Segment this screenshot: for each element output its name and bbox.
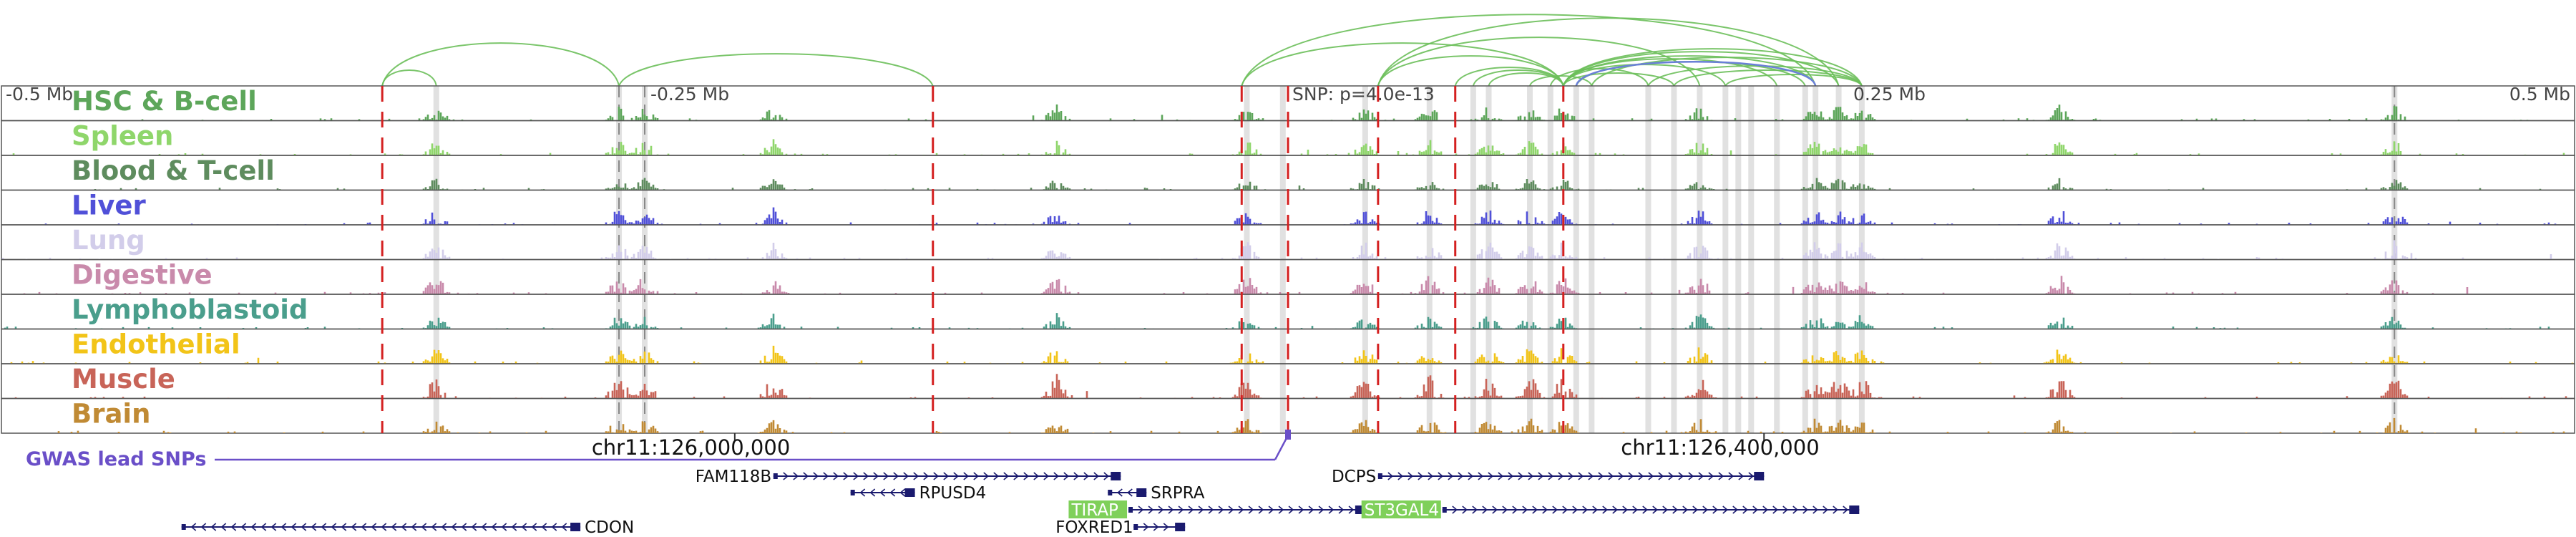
gene-dcps: DCPS: [1332, 468, 1765, 486]
gene-exon: [1108, 490, 1113, 495]
gene-foxred1: FOXRED1: [1055, 518, 1186, 537]
gwas-track: GWAS lead SNPs: [26, 430, 1291, 470]
track-signal: [44, 207, 2557, 225]
gene-label: DCPS: [1332, 468, 1376, 486]
gene-exon: [1133, 524, 1138, 530]
gene-strand-arrows: [783, 472, 1110, 480]
loop-arc: [1241, 42, 1564, 87]
gene-strand-arrows: [859, 488, 906, 497]
track-label: Digestive: [72, 260, 213, 291]
right-coordinate: chr11:126,400,000: [1621, 435, 1819, 460]
axis-labels: SNP: p=4.0e-13 -0.5 Mb -0.25 Mb 0.25 Mb 0.5…: [6, 84, 2570, 105]
loop-arc-highlight: [1575, 61, 1817, 87]
track-label: Muscle: [72, 364, 175, 395]
loop-arc: [381, 42, 620, 87]
gene-exon: [1111, 472, 1121, 480]
gene-label: FOXRED1: [1055, 518, 1133, 537]
track-signal: [79, 104, 2529, 121]
track-signal: [14, 374, 2570, 399]
gene-strand-arrows: [1143, 523, 1169, 531]
chromatin-loop-arcs: [381, 14, 1863, 87]
track-signal: [57, 417, 2565, 433]
gene-cdon: CDON: [181, 518, 634, 537]
loop-arc: [1724, 74, 1863, 87]
genome-coordinates: chr11:126,000,000 chr11:126,400,000: [592, 433, 1820, 460]
axis-tick-label: 0.25 Mb: [1853, 84, 1926, 105]
gwas-snp-marker: [1285, 430, 1291, 440]
gene-strand-arrows: [1387, 472, 1755, 480]
loop-arc: [1647, 65, 1863, 87]
gene-label-box: [1068, 500, 1128, 518]
loop-arc: [1377, 55, 1564, 87]
gene-label: FAM118B: [696, 468, 771, 486]
track-label: Liver: [72, 190, 146, 221]
loop-arc: [1562, 55, 1817, 87]
track-label: Lymphoblastoid: [72, 294, 308, 325]
loop-arc: [1472, 69, 1564, 87]
gene-exon: [1442, 507, 1447, 513]
red-dashed-lines: [381, 86, 1565, 433]
loop-arc: [1673, 69, 1863, 87]
gene-exon: [1128, 507, 1133, 513]
gene-strand-arrows: [1117, 488, 1133, 497]
track-signal: [10, 345, 2574, 364]
track-signal: [94, 178, 2542, 190]
gene-label: TIRAP: [1070, 501, 1118, 520]
gene-exon: [181, 524, 186, 530]
gene-label-box: [1361, 500, 1441, 518]
loop-arc: [1562, 72, 1675, 87]
gene-label: CDON: [585, 518, 634, 537]
gene-exon: [1754, 472, 1765, 480]
loop-arc: [618, 53, 934, 87]
gene-strand-arrows: [190, 523, 567, 531]
gene-annotation-track: FAM118B DCPS RPUSD4 SRPRA TIRAP ST3GAL4 CDON FO…: [181, 468, 1860, 537]
gene-label: SRPRA: [1151, 484, 1204, 503]
axis-tick-label: -0.5 Mb: [6, 84, 73, 105]
gene-exon: [1849, 505, 1860, 514]
loop-arc: [1488, 72, 1564, 87]
track-label: Spleen: [72, 121, 173, 152]
loop-arc: [1377, 17, 1840, 87]
track-signal: [1, 240, 2552, 260]
gene-label: ST3GAL4: [1365, 501, 1439, 520]
gene-strand-arrows: [1452, 505, 1849, 514]
track-label: Endothelial: [72, 329, 240, 360]
gene-exon: [850, 490, 855, 495]
loop-arc: [1562, 48, 1863, 87]
loop-arc: [1241, 14, 1817, 87]
gene-srpra: SRPRA: [1108, 484, 1205, 503]
gene-exon: [773, 473, 778, 479]
gene-rpusd4: RPUSD4: [850, 484, 987, 503]
gene-tirap: TIRAP: [1068, 500, 1365, 520]
axis-tick-label: -0.25 Mb: [650, 84, 729, 105]
loop-arc: [1591, 57, 1863, 87]
gene-st3gal4: ST3GAL4: [1361, 500, 1860, 520]
gene-exon: [570, 523, 581, 531]
gene-fam118b: FAM118B: [696, 468, 1121, 486]
gene-exon: [904, 488, 915, 497]
track-signal: [4, 313, 2550, 329]
gwas-label: GWAS lead SNPs: [26, 448, 206, 470]
track-lymphoblastoid: Lymphoblastoid: [1, 294, 2575, 330]
gene-exon: [1136, 488, 1147, 497]
track-label: Lung: [72, 225, 145, 256]
gene-exon: [1377, 473, 1382, 479]
left-coordinate: chr11:126,000,000: [592, 435, 790, 460]
gene-strand-arrows: [1138, 505, 1355, 514]
track-label: HSC & B-cell: [72, 86, 257, 117]
track-label: Brain: [72, 399, 150, 430]
loop-arc: [381, 69, 437, 87]
snp-label: SNP: p=4.0e-13: [1292, 84, 1435, 105]
gene-label: RPUSD4: [919, 484, 987, 503]
track-label: Blood & T-cell: [72, 155, 275, 186]
gene-exon: [1175, 523, 1186, 531]
axis-tick-label: 0.5 Mb: [2509, 84, 2570, 105]
